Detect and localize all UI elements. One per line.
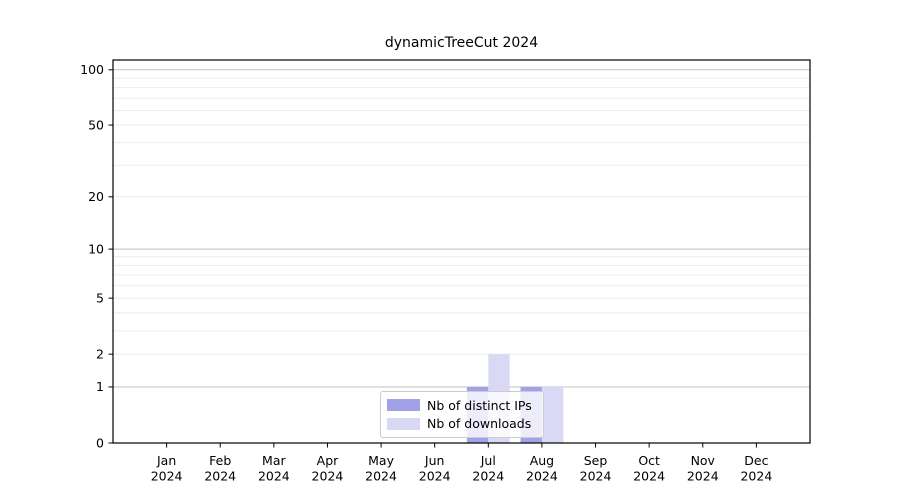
plot-border — [112, 59, 811, 444]
x-tick-label: Jun — [424, 453, 445, 468]
y-tick-label: 5 — [96, 290, 104, 305]
legend-swatch-downloads-icon — [387, 417, 420, 430]
x-tick-year: 2024 — [365, 469, 397, 484]
x-tick-label: Apr — [317, 453, 339, 468]
x-tick-label: Sep — [584, 453, 608, 468]
legend-label-downloads: Nb of downloads — [427, 416, 532, 432]
legend-swatch-distinct-ips-icon — [387, 399, 420, 412]
bar-downloads — [541, 386, 564, 443]
x-tick-year: 2024 — [419, 469, 451, 484]
y-tick-label: 1 — [96, 379, 104, 394]
x-tick-year: 2024 — [258, 469, 290, 484]
x-tick-label: Mar — [262, 453, 286, 468]
x-tick-label: May — [368, 453, 394, 468]
legend-entry-distinct-ips: Nb of distinct IPs — [387, 398, 537, 413]
legend: Nb of distinct IPs Nb of downloads — [380, 391, 544, 438]
y-tick-label: 10 — [88, 241, 104, 256]
x-tick-label: Nov — [691, 453, 716, 468]
x-tick-year: 2024 — [687, 469, 719, 484]
y-tick-label: 20 — [88, 189, 104, 204]
y-tick-label: 2 — [96, 346, 104, 361]
x-tick-year: 2024 — [472, 469, 504, 484]
x-tick-label: Oct — [638, 453, 660, 468]
x-tick-year: 2024 — [580, 469, 612, 484]
x-tick-label: Jul — [480, 453, 496, 468]
x-tick-label: Feb — [209, 453, 231, 468]
x-tick-year: 2024 — [204, 469, 236, 484]
chart-title: dynamicTreeCut 2024 — [384, 35, 539, 51]
x-tick-label: Aug — [530, 453, 554, 468]
x-tick-label: Jan — [156, 453, 176, 468]
x-tick-year: 2024 — [740, 469, 772, 484]
x-tick-year: 2024 — [526, 469, 558, 484]
y-tick-label: 0 — [96, 435, 104, 450]
y-tick-label: 100 — [80, 62, 104, 77]
x-tick-year: 2024 — [312, 469, 344, 484]
legend-label-distinct-ips: Nb of distinct IPs — [427, 397, 532, 413]
x-tick-year: 2024 — [633, 469, 665, 484]
legend-entry-downloads: Nb of downloads — [387, 416, 537, 431]
x-tick-label: Dec — [744, 453, 768, 468]
y-tick-label: 50 — [88, 117, 104, 132]
x-tick-year: 2024 — [151, 469, 183, 484]
